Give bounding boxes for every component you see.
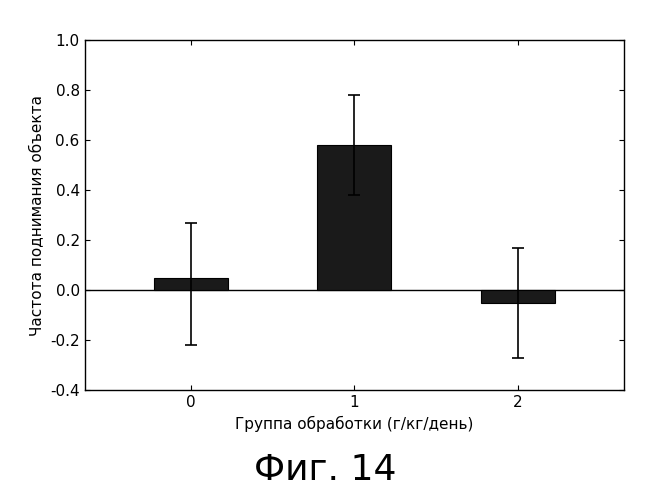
Text: Фиг. 14: Фиг. 14 <box>254 453 396 487</box>
Bar <box>317 145 391 290</box>
Bar <box>154 278 227 290</box>
Bar <box>481 290 554 302</box>
Y-axis label: Частота поднимания объекта: Частота поднимания объекта <box>29 94 44 336</box>
X-axis label: Группа обработки (г/кг/день): Группа обработки (г/кг/день) <box>235 416 473 432</box>
